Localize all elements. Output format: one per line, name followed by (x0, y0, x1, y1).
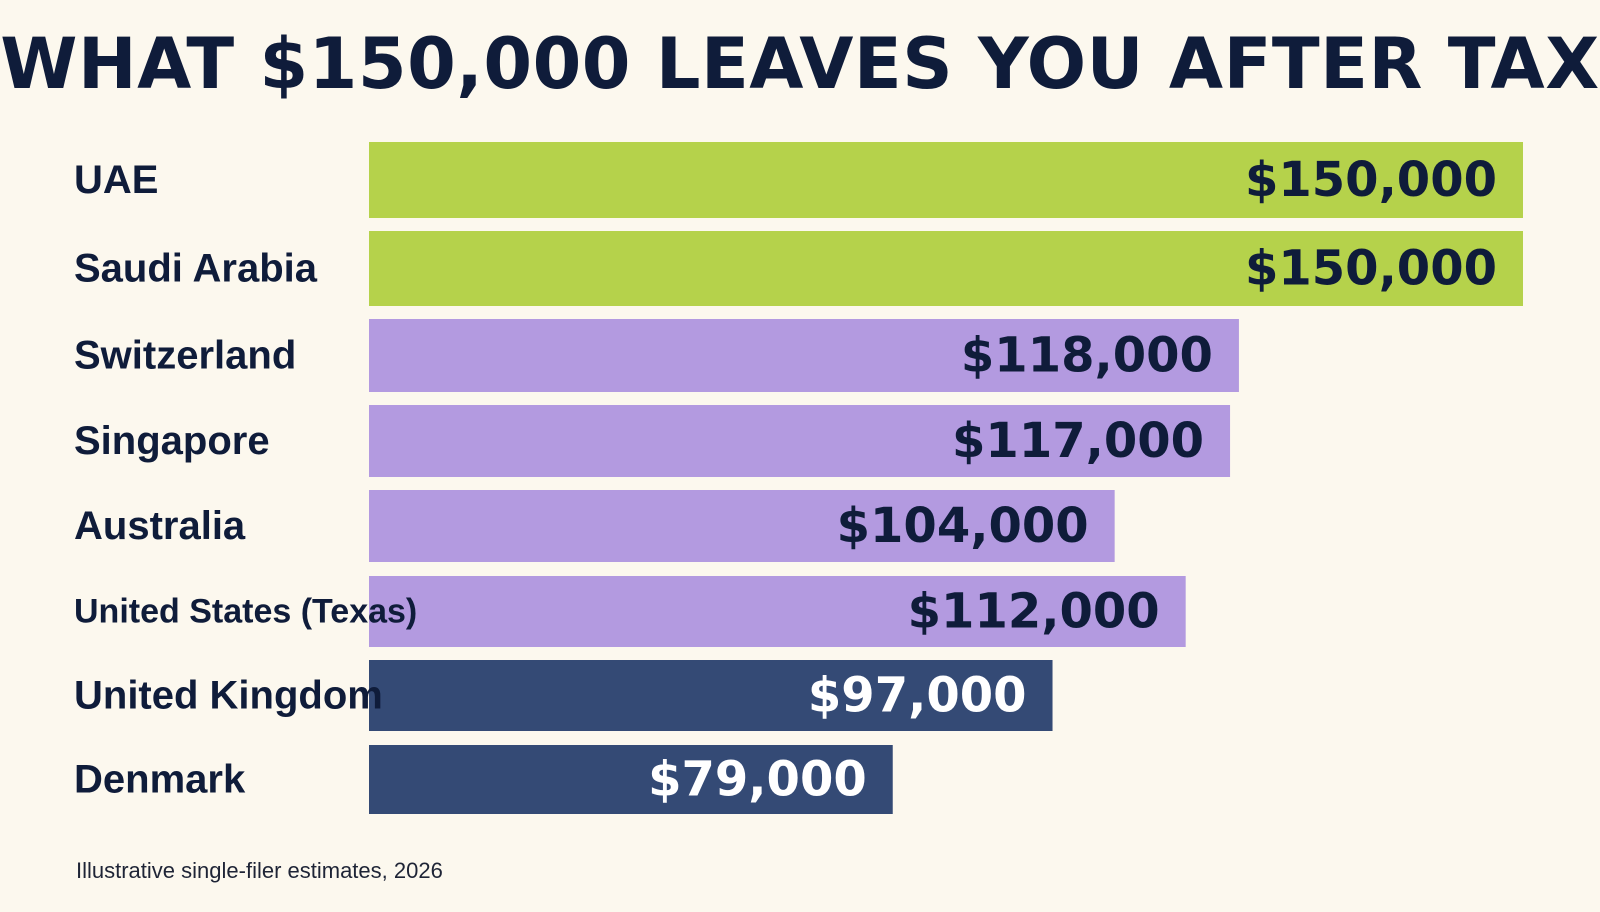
category-label: UAE (74, 158, 158, 202)
bar-5 (369, 576, 1186, 647)
value-label: $104,000 (837, 498, 1089, 554)
chart-title: WHAT $150,000 LEAVES YOU AFTER TAX (0, 23, 1600, 105)
value-label: $79,000 (648, 752, 867, 808)
bar-3 (369, 405, 1231, 477)
category-label: Australia (74, 504, 246, 548)
category-label: Singapore (74, 419, 270, 463)
value-label: $118,000 (961, 328, 1213, 384)
category-label: Saudi Arabia (74, 247, 318, 291)
bar-2 (369, 319, 1239, 392)
bar-1 (369, 231, 1523, 306)
value-label: $150,000 (1245, 241, 1497, 297)
bar-0 (369, 142, 1523, 218)
category-label: United States (Texas) (74, 593, 417, 631)
value-label: $97,000 (808, 668, 1027, 724)
value-label: $117,000 (952, 413, 1204, 469)
category-label: Switzerland (74, 334, 296, 378)
value-label: $150,000 (1245, 152, 1497, 208)
category-label: United Kingdom (74, 674, 383, 718)
bar-6 (369, 660, 1053, 731)
category-label: Denmark (74, 758, 246, 802)
value-label: $112,000 (908, 584, 1160, 640)
footnote: Illustrative single-filer estimates, 202… (76, 858, 443, 883)
bar-7 (369, 745, 893, 814)
bar-4 (369, 490, 1115, 562)
